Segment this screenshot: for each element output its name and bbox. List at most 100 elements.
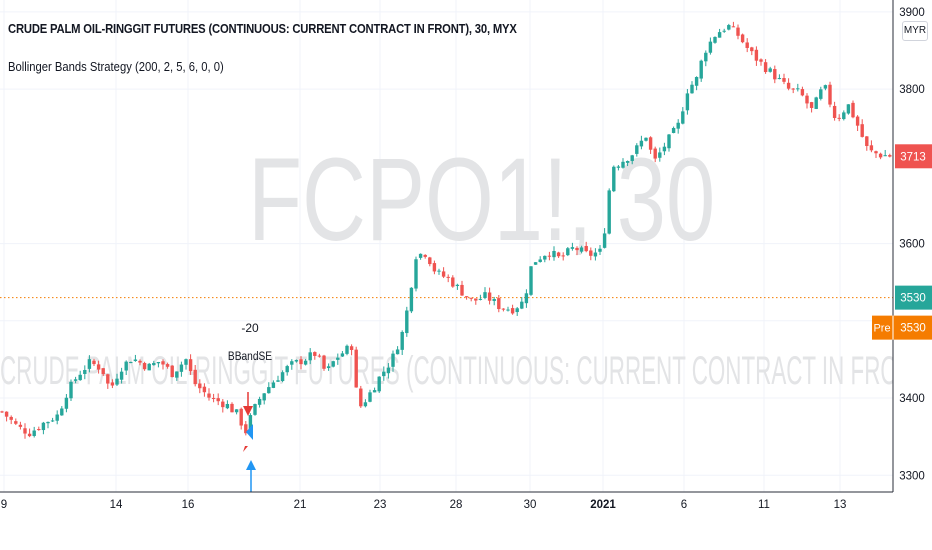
price-tick-label: 3400 <box>899 393 925 405</box>
candle-body <box>731 26 736 28</box>
candle-body <box>809 102 814 108</box>
candle-body <box>538 259 542 262</box>
candle-body <box>699 60 703 79</box>
candle-body <box>616 166 621 168</box>
candle-body <box>846 104 851 114</box>
candle-body <box>267 387 271 394</box>
candle-body <box>78 374 82 381</box>
candle-body <box>851 102 855 118</box>
candle-body <box>290 361 294 365</box>
candle-body <box>492 299 496 301</box>
candle-body <box>322 355 326 369</box>
pre-market-label-bg <box>872 315 932 340</box>
candle-body <box>377 376 381 392</box>
candle-body <box>782 78 786 82</box>
candle-body <box>589 250 593 256</box>
candle-body <box>414 259 418 289</box>
candle-body <box>262 393 266 401</box>
candle-body <box>211 397 216 399</box>
candle-body <box>791 88 795 90</box>
candle-body <box>165 364 170 367</box>
candle-body <box>308 352 312 361</box>
candle-body <box>27 433 32 437</box>
candle-body <box>400 331 404 350</box>
price-tick-label: 3900 <box>899 7 925 19</box>
time-tick-label: 6 <box>681 499 687 511</box>
candle-body <box>101 368 105 375</box>
candle-body <box>119 371 124 380</box>
candle-body <box>671 127 676 133</box>
candle-body <box>437 270 441 272</box>
candle-body <box>584 245 588 252</box>
candle-body <box>73 379 78 381</box>
candle-body <box>363 402 368 407</box>
candle-body <box>32 430 36 436</box>
candle-body <box>676 122 680 129</box>
candle-body <box>9 416 13 420</box>
candle-body <box>184 359 188 365</box>
candle-body <box>796 88 800 90</box>
candle-body <box>515 308 519 313</box>
candle-body <box>60 408 64 416</box>
candle-body <box>625 161 630 163</box>
candle-body <box>579 247 584 252</box>
candle-body <box>865 136 869 147</box>
candle-body <box>464 296 469 298</box>
time-tick-label: 11 <box>758 499 770 511</box>
exit-arrow-head-icon <box>243 406 253 416</box>
entry-arrow-head-icon <box>246 460 256 470</box>
candle-body <box>106 374 110 384</box>
candle-body <box>828 84 832 105</box>
candle-body <box>814 97 818 109</box>
candle-body <box>405 310 409 334</box>
currency-button[interactable]: MYR <box>902 21 928 41</box>
candle-body <box>717 32 722 38</box>
candle-body <box>124 361 128 371</box>
candle-body <box>648 137 653 150</box>
candle-body <box>188 359 193 372</box>
candle-body <box>837 117 841 119</box>
candle-body <box>653 148 657 159</box>
candle-body <box>869 145 874 151</box>
candle-body <box>736 27 740 36</box>
candle-body <box>326 366 331 369</box>
candle-body <box>179 364 184 372</box>
candle-body <box>285 366 289 373</box>
pre-market-tag: Pre <box>873 323 890 335</box>
candle-body <box>777 78 782 80</box>
candle-body <box>607 190 611 234</box>
candle-body <box>745 42 749 48</box>
candle-body <box>198 383 202 389</box>
candle-body <box>704 52 708 62</box>
watermark-symbol: FCPO1!, 30 <box>248 135 715 266</box>
price-tick-label: 3300 <box>899 470 925 482</box>
candle-body <box>216 398 220 402</box>
candle-body <box>566 248 570 256</box>
candle-body <box>37 429 41 431</box>
candle-body <box>533 262 538 265</box>
candle-body <box>41 422 46 431</box>
candle-body <box>478 298 483 300</box>
candle-body <box>510 308 515 314</box>
candle-body <box>14 421 18 424</box>
candle-body <box>451 277 455 287</box>
candle-body <box>497 298 501 310</box>
candle-body <box>842 112 846 120</box>
candle-body <box>722 30 726 32</box>
candle-body <box>331 361 335 367</box>
candle-body <box>423 254 427 257</box>
candle-body <box>253 404 257 415</box>
candle-body <box>395 349 400 355</box>
time-tick-label: 16 <box>182 499 195 511</box>
candle-body <box>386 367 391 374</box>
candle-body <box>768 68 772 72</box>
candle-body <box>4 411 9 417</box>
candle-body <box>336 357 340 360</box>
candle-body <box>161 361 165 365</box>
study-legend[interactable]: Bollinger Bands Strategy (200, 2, 5, 6, … <box>8 60 224 74</box>
candle-body <box>244 424 248 434</box>
candle-body <box>474 298 478 301</box>
candle-body <box>727 25 731 30</box>
